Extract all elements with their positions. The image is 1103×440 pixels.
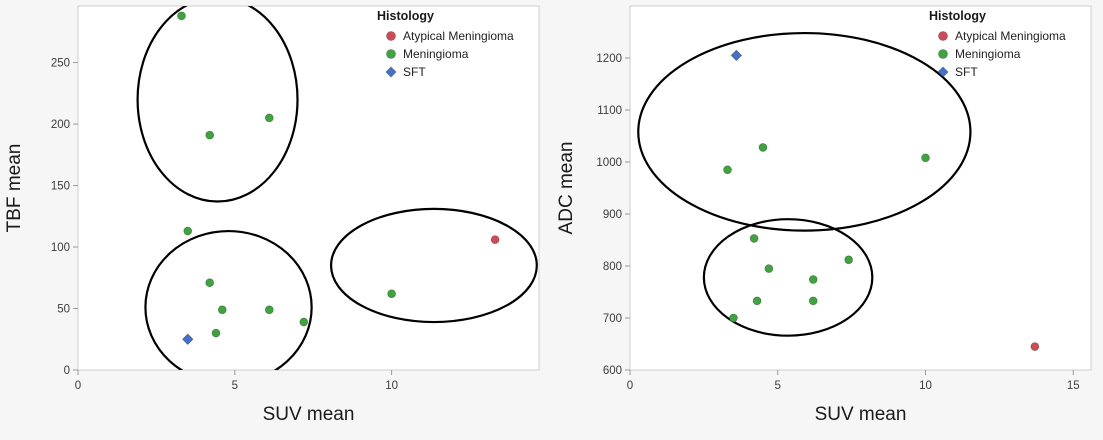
data-point-meningioma[interactable] [844,255,854,265]
legend-item-atypical-meningioma[interactable]: Atypical Meningioma [938,29,1067,43]
data-point-meningioma[interactable] [205,130,215,140]
data-point-meningioma[interactable] [752,296,762,306]
data-point-meningioma[interactable] [921,153,930,163]
y-tick-label: 800 [603,261,622,273]
x-tick-label: 10 [385,380,398,392]
legend-label-meningioma: Meningioma [403,47,469,61]
legend-item-sft[interactable]: SFT [937,65,978,79]
data-point-meningioma[interactable] [723,165,732,175]
y-tick-label: 100 [51,242,70,254]
data-point-meningioma[interactable] [758,143,768,152]
legend-title: Histology [377,9,434,23]
y-tick-label: 200 [51,119,70,131]
cluster-ellipse [144,229,313,370]
x-axis-title: SUV mean [263,404,355,425]
legend-label-sft: SFT [955,65,978,79]
plot-area[interactable] [629,5,1092,371]
data-point-meningioma[interactable] [387,289,397,299]
y-tick-label: 150 [51,181,70,193]
data-point-sft[interactable] [181,333,194,346]
adc-suv-panel: 0 5 10 15 600 700 800 900 1000 1100 1200 SUV mean AD… [552,0,1103,440]
data-point-meningioma[interactable] [217,305,227,315]
tbf-suv-panel: 0 5 10 0 50 100 150 200 250 SUV mean TBF mean Histo… [0,0,551,440]
data-point-atypical-meningioma[interactable] [1030,342,1040,352]
y-tick-label: 0 [64,365,70,377]
data-point-meningioma[interactable] [808,296,818,306]
cluster-ellipse [637,31,972,232]
legend-label-meningioma: Meningioma [955,47,1021,61]
y-tick-label: 600 [603,365,622,377]
legend-marker-sft-diamond-icon [385,66,397,78]
legend-marker-atypical-meningioma-circle-icon [386,31,396,41]
adc-vs-suv-scatter-chart: 0 5 10 15 600 700 800 900 1000 1100 1200 SUV mean AD… [556,5,1092,425]
x-tick-label: 10 [919,380,932,392]
y-axis-title: TBF mean [4,144,25,233]
y-tick-label: 1000 [596,157,622,169]
plot-content [637,31,1040,352]
data-point-meningioma[interactable] [211,328,221,338]
legend-item-atypical-meningioma[interactable]: Atypical Meningioma [386,29,515,43]
cluster-ellipse [329,207,538,324]
plot-area[interactable] [77,5,540,371]
y-axis-title: ADC mean [556,142,577,235]
legend-label-sft: SFT [403,65,426,79]
legend-marker-meningioma-circle-icon [938,49,948,59]
data-point-meningioma[interactable] [205,278,215,288]
legend-marker-atypical-meningioma-circle-icon [938,31,948,41]
y-tick-label: 900 [603,209,622,221]
x-tick-label: 0 [627,380,633,392]
y-tick-label: 50 [57,304,70,316]
data-point-meningioma[interactable] [264,113,274,123]
data-point-meningioma[interactable] [749,234,759,243]
data-point-meningioma[interactable] [764,264,774,274]
data-point-meningioma[interactable] [808,275,818,284]
legend-title: Histology [929,9,986,23]
data-point-meningioma[interactable] [264,305,274,315]
data-point-meningioma[interactable] [299,317,309,327]
data-point-atypical-meningioma[interactable] [490,235,500,245]
data-point-sft[interactable] [730,49,743,62]
legend-item-sft[interactable]: SFT [385,65,426,79]
y-tick-label: 1100 [597,105,622,117]
x-tick-label: 5 [775,380,781,392]
x-tick-label: 15 [1067,380,1080,392]
data-point-meningioma[interactable] [183,226,193,236]
cluster-ellipse [702,218,874,337]
y-tick-label: 700 [603,313,622,325]
legend-label-atypical-meningioma: Atypical Meningioma [403,29,514,43]
x-tick-label: 0 [75,380,81,392]
data-point-meningioma[interactable] [729,313,738,323]
legend-marker-meningioma-circle-icon [386,49,396,59]
cluster-ellipse [136,6,299,203]
legend-marker-sft-diamond-icon [937,66,949,78]
plot-content [136,6,538,370]
x-axis-title: SUV mean [815,404,907,425]
legend-label-atypical-meningioma: Atypical Meningioma [955,29,1066,43]
legend-item-meningioma[interactable]: Meningioma [938,47,1021,61]
x-tick-label: 5 [232,380,238,392]
y-tick-label: 250 [51,58,70,70]
legend-item-meningioma[interactable]: Meningioma [386,47,469,61]
y-tick-label: 1200 [596,53,622,65]
data-point-meningioma[interactable] [177,11,186,21]
